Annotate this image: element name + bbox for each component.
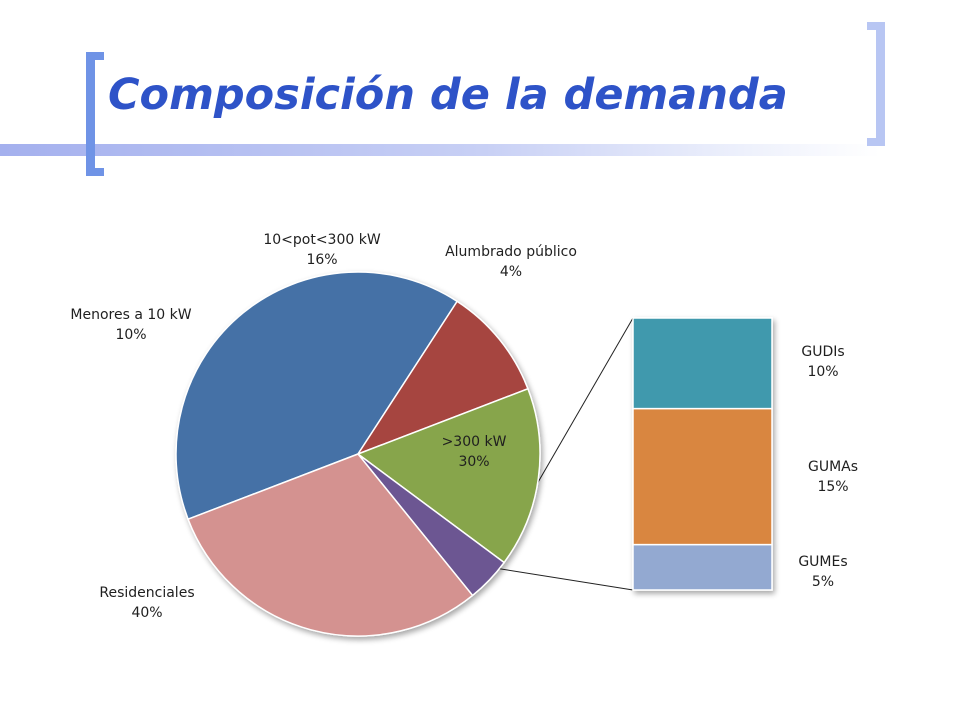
slice-percent-label: 40% xyxy=(131,605,162,621)
right-bracket-bar xyxy=(876,22,885,146)
pie-slice-menores-a-10-kw xyxy=(356,300,529,456)
bar-segment-label: GUDIs xyxy=(801,344,844,360)
bar-segment-gudis xyxy=(632,317,773,410)
slice-percent-label: 30% xyxy=(458,454,489,470)
bar-segment-percent-label: 10% xyxy=(807,364,838,380)
right-bracket-top xyxy=(867,22,885,30)
bar-segment-percent-label: 15% xyxy=(817,479,848,495)
slice-percent-label: 16% xyxy=(306,252,337,268)
bar-segment-percent-label: 5% xyxy=(812,574,834,590)
left-bracket-top xyxy=(86,52,104,60)
slice-percent-label: 4% xyxy=(500,264,522,280)
pie xyxy=(175,271,541,637)
bar-segment-gumas xyxy=(632,407,773,546)
slice-label: Alumbrado público xyxy=(445,244,577,260)
pie-slice-residenciales xyxy=(175,271,459,521)
slice-percent-label: 10% xyxy=(115,327,146,343)
slice-label: Menores a 10 kW xyxy=(70,307,191,323)
chart-labels: Residenciales 40% Menores a 10 kW 10% 10<pot… xyxy=(70,232,858,621)
left-bracket-bar xyxy=(86,52,95,176)
breakdown-bar xyxy=(632,317,773,591)
slice-label: 10<pot<300 kW xyxy=(263,232,380,248)
bar-segment-label: GUMAs xyxy=(808,459,858,475)
slice-label: >300 kW xyxy=(442,434,507,450)
page-title: Composición de la demanda xyxy=(108,70,788,120)
bar-segment-label: GUMEs xyxy=(798,554,847,570)
slice-label: Residenciales xyxy=(99,585,194,601)
title-underline-rule xyxy=(0,144,880,156)
left-bracket-bottom xyxy=(86,168,104,176)
pie-slice-10-pot-300-kw xyxy=(356,387,541,564)
bar-segment-gumes xyxy=(632,543,773,591)
pie-slice-300-kw xyxy=(187,453,474,637)
right-bracket-bottom xyxy=(867,138,885,146)
